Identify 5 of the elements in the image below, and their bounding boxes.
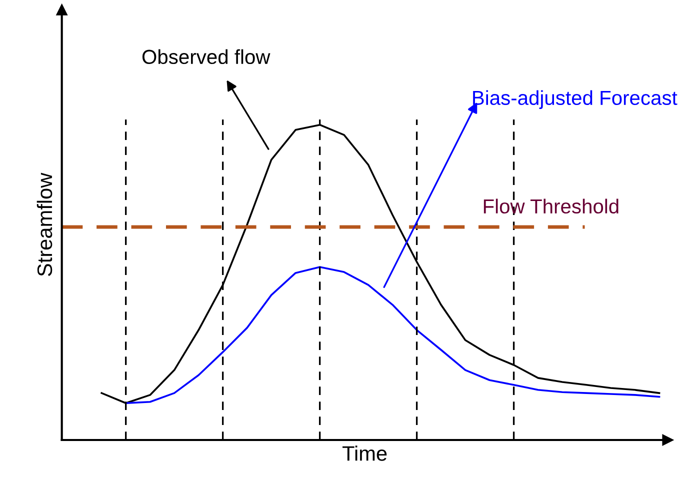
text: Bias-adjusted Forecast — [473, 90, 678, 110]
text: Observed flow — [142, 49, 270, 64]
ref-line-label: Flow Threshold — [484, 198, 618, 214]
x-axis-title: Time — [342, 446, 387, 461]
y-axis-title: Streamflow — [36, 172, 52, 276]
